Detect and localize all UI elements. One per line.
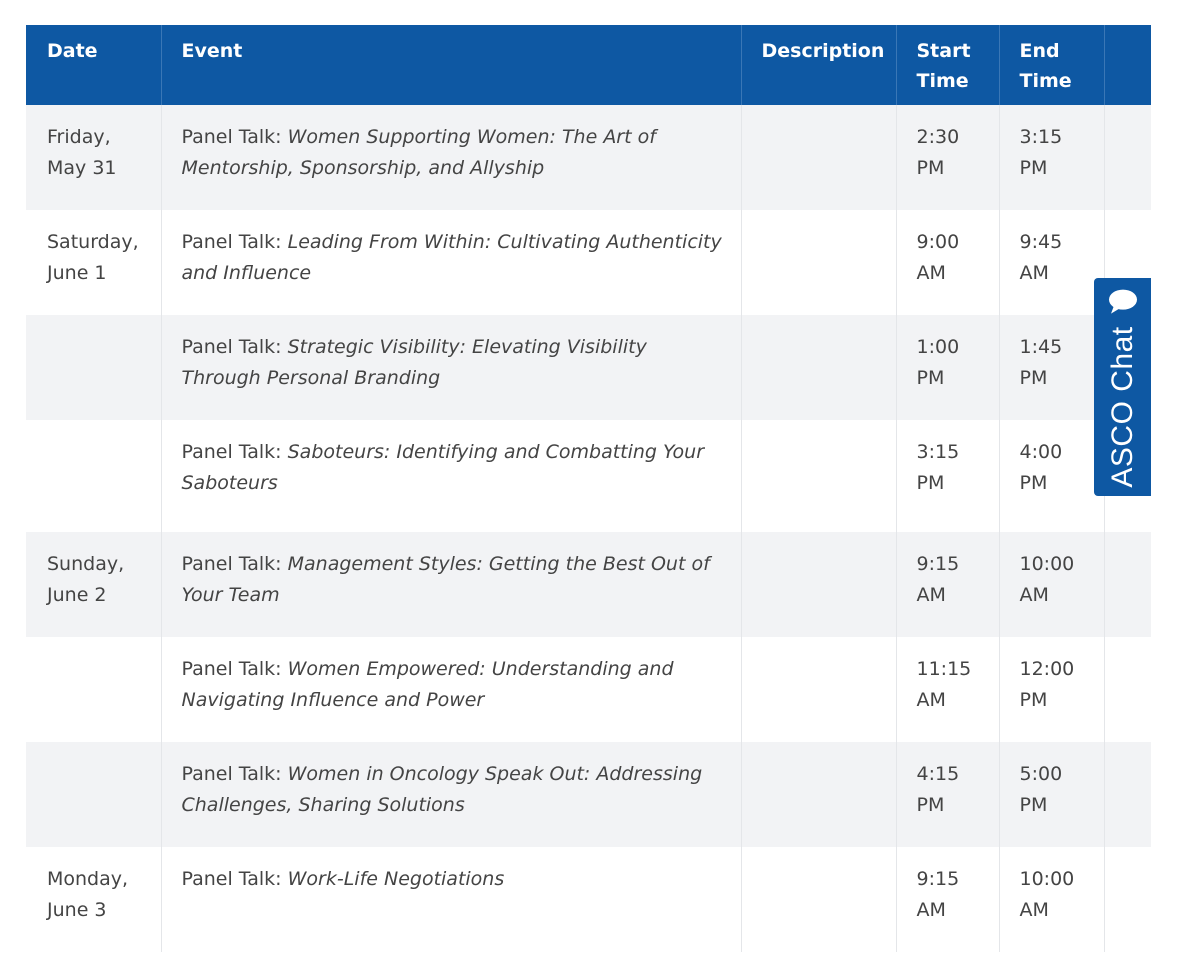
date-cell: [26, 420, 162, 532]
description-cell: [741, 105, 897, 210]
event-title: Management Styles: Getting the Best Out …: [181, 553, 710, 606]
header-description: Description: [741, 25, 897, 105]
end-time-cell: 4:00 PM: [999, 420, 1105, 532]
event-cell: Panel Talk: Strategic Visibility: Elevat…: [161, 315, 742, 420]
date-cell: [26, 637, 162, 742]
spacer-cell: [1104, 105, 1151, 210]
date-cell: Sunday, June 2: [26, 532, 162, 637]
event-title: Women Empowered: Understanding and Navig…: [181, 658, 674, 711]
date-cell: Monday, June 3: [26, 847, 162, 952]
spacer-cell: [1104, 742, 1151, 847]
table-row: Panel Talk: Saboteurs: Identifying and C…: [26, 420, 1151, 532]
event-prefix: Panel Talk:: [181, 658, 288, 680]
end-time-cell: 3:15 PM: [999, 105, 1105, 210]
header-date: Date: [26, 25, 162, 105]
start-time-cell: 1:00 PM: [896, 315, 1000, 420]
end-time-cell: 10:00 AM: [999, 532, 1105, 637]
event-prefix: Panel Talk:: [181, 868, 288, 890]
start-time-cell: 3:15 PM: [896, 420, 1000, 532]
description-cell: [741, 420, 897, 532]
description-cell: [741, 847, 897, 952]
event-title: Work-Life Negotiations: [287, 868, 505, 890]
header-event: Event: [161, 25, 742, 105]
chat-tab-content: ASCO Chat: [1105, 286, 1140, 488]
date-cell: [26, 742, 162, 847]
table-row: Sunday, June 2 Panel Talk: Management St…: [26, 532, 1151, 637]
schedule-table: Date Event Description Start Time End Ti…: [26, 25, 1151, 952]
header-end-time: End Time: [999, 25, 1105, 105]
spacer-cell: [1104, 532, 1151, 637]
event-cell: Panel Talk: Saboteurs: Identifying and C…: [161, 420, 742, 532]
event-prefix: Panel Talk:: [181, 553, 288, 575]
date-cell: Saturday, June 1: [26, 210, 162, 315]
end-time-cell: 5:00 PM: [999, 742, 1105, 847]
speech-bubble-icon: [1108, 289, 1137, 314]
header-start-time: Start Time: [896, 25, 1000, 105]
end-time-cell: 9:45 AM: [999, 210, 1105, 315]
date-cell: [26, 315, 162, 420]
description-cell: [741, 315, 897, 420]
table-row: Panel Talk: Strategic Visibility: Elevat…: [26, 315, 1151, 420]
header-spacer: [1104, 25, 1151, 105]
event-cell: Panel Talk: Leading From Within: Cultiva…: [161, 210, 742, 315]
start-time-cell: 11:15 AM: [896, 637, 1000, 742]
start-time-cell: 9:15 AM: [896, 847, 1000, 952]
event-prefix: Panel Talk:: [181, 126, 288, 148]
event-cell: Panel Talk: Women in Oncology Speak Out:…: [161, 742, 742, 847]
start-time-cell: 2:30 PM: [896, 105, 1000, 210]
chat-label: ASCO Chat: [1105, 326, 1139, 488]
header-row: Date Event Description Start Time End Ti…: [26, 25, 1151, 105]
event-cell: Panel Talk: Women Supporting Women: The …: [161, 105, 742, 210]
start-time-cell: 9:15 AM: [896, 532, 1000, 637]
event-cell: Panel Talk: Work-Life Negotiations: [161, 847, 742, 952]
description-cell: [741, 637, 897, 742]
date-cell: Friday, May 31: [26, 105, 162, 210]
event-title: Women in Oncology Speak Out: Addressing …: [181, 763, 703, 816]
spacer-cell: [1104, 637, 1151, 742]
table-row: Panel Talk: Women Empowered: Understandi…: [26, 637, 1151, 742]
event-title: Women Supporting Women: The Art of Mento…: [181, 126, 656, 179]
event-prefix: Panel Talk:: [181, 336, 288, 358]
event-prefix: Panel Talk:: [181, 441, 288, 463]
start-time-cell: 4:15 PM: [896, 742, 1000, 847]
event-title: Saboteurs: Identifying and Combatting Yo…: [181, 441, 705, 494]
end-time-cell: 1:45 PM: [999, 315, 1105, 420]
table-row: Monday, June 3 Panel Talk: Work-Life Neg…: [26, 847, 1151, 952]
end-time-cell: 12:00 PM: [999, 637, 1105, 742]
table-row: Friday, May 31 Panel Talk: Women Support…: [26, 105, 1151, 210]
event-cell: Panel Talk: Women Empowered: Understandi…: [161, 637, 742, 742]
spacer-cell: [1104, 847, 1151, 952]
event-prefix: Panel Talk:: [181, 231, 288, 253]
start-time-cell: 9:00 AM: [896, 210, 1000, 315]
table-row: Saturday, June 1 Panel Talk: Leading Fro…: [26, 210, 1151, 315]
description-cell: [741, 210, 897, 315]
end-time-cell: 10:00 AM: [999, 847, 1105, 952]
event-title: Strategic Visibility: Elevating Visibili…: [181, 336, 647, 389]
event-title: Leading From Within: Cultivating Authent…: [181, 231, 722, 284]
asco-chat-button[interactable]: ASCO Chat: [1094, 278, 1151, 496]
event-cell: Panel Talk: Management Styles: Getting t…: [161, 532, 742, 637]
description-cell: [741, 742, 897, 847]
description-cell: [741, 532, 897, 637]
table-row: Panel Talk: Women in Oncology Speak Out:…: [26, 742, 1151, 847]
event-prefix: Panel Talk:: [181, 763, 288, 785]
